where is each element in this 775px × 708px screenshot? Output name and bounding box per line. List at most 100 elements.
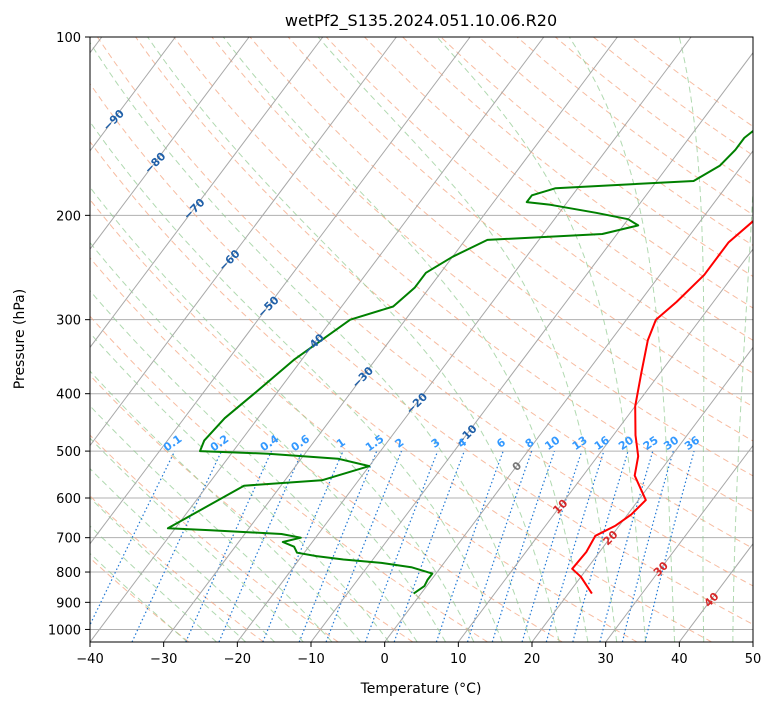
dry-adiabat — [478, 37, 753, 246]
mixing-ratio-line — [393, 450, 465, 642]
isotherm-label: −100 — [59, 57, 91, 89]
mixing-ratio-label: 13 — [570, 434, 590, 453]
isotherm-label: 30 — [651, 559, 671, 579]
mixing-ratio-line — [185, 450, 273, 642]
dry-adiabat — [90, 198, 638, 642]
moist-adiabat — [90, 370, 361, 642]
x-tick-label: 30 — [597, 652, 614, 667]
mixing-ratio-line — [599, 450, 654, 642]
y-axis-title: Pressure (hPa) — [12, 289, 28, 389]
moist-adiabat — [732, 180, 753, 642]
mixing-ratio-line — [545, 450, 605, 642]
isotherm-line — [163, 37, 618, 642]
moist-adiabat — [90, 497, 247, 642]
mixing-ratio-line — [325, 450, 403, 642]
dry-adiabats — [90, 37, 753, 642]
x-tick-label: 40 — [671, 652, 688, 667]
dry-adiabat — [90, 140, 712, 642]
chart-title: wetPf2_S135.2024.051.10.06.R20 — [285, 11, 557, 31]
mixing-ratio-lines — [90, 450, 695, 642]
moist-adiabat — [90, 121, 503, 642]
x-tick-label: −20 — [224, 652, 251, 667]
dry-adiabat — [90, 83, 753, 625]
isotherm-label: −60 — [216, 247, 243, 274]
isotherm-label: 0 — [510, 459, 525, 474]
mixing-ratio-line — [298, 450, 378, 642]
moist-adiabat — [90, 525, 217, 642]
isotherm-line — [90, 37, 250, 250]
isotherm-label: −70 — [181, 196, 208, 223]
isotherm-line — [90, 37, 471, 545]
x-tick-label: 0 — [381, 652, 389, 667]
profile-series — [166, 129, 753, 595]
isotherm-line — [236, 37, 692, 642]
dry-adiabat — [90, 257, 563, 642]
isotherm-line — [90, 37, 324, 349]
isotherm-label: −50 — [255, 293, 282, 320]
x-tick-label: 10 — [450, 652, 467, 667]
isotherm-line — [531, 346, 753, 642]
isotherm-line — [605, 444, 753, 642]
mixing-ratio-line — [262, 450, 344, 642]
dry-adiabat — [173, 37, 753, 513]
y-tick-label: 400 — [56, 388, 81, 403]
pressure-gridlines — [90, 37, 753, 630]
isotherm-line — [752, 641, 753, 642]
isotherms — [90, 37, 753, 642]
moist-adiabat — [317, 37, 618, 642]
isotherm-label: 40 — [702, 590, 722, 610]
isotherm-label: −30 — [349, 364, 376, 391]
mixing-ratio-label: 3 — [429, 436, 443, 451]
dry-adiabat — [90, 374, 414, 642]
x-tick-label: 50 — [745, 652, 762, 667]
isotherm-label: −80 — [142, 150, 169, 177]
x-tick-label: −40 — [76, 652, 103, 667]
moist-adiabat — [90, 186, 475, 642]
y-tick-label: 500 — [56, 445, 81, 460]
isotherm-line — [384, 150, 753, 642]
moist-adiabat — [436, 37, 647, 642]
dry-adiabat — [90, 495, 264, 642]
temperature-profile-line — [571, 219, 753, 595]
mixing-ratio-label: 1 — [334, 436, 348, 451]
moist-adiabat — [90, 241, 446, 642]
dry-adiabat — [364, 37, 753, 341]
mixing-ratio-line — [435, 450, 504, 642]
y-tick-label: 600 — [56, 492, 81, 507]
x-tick-label: 20 — [524, 652, 541, 667]
isotherm-line — [90, 37, 397, 447]
y-tick-label: 200 — [56, 209, 81, 224]
moist-adiabat — [90, 405, 333, 642]
x-axis: −40 −30 −20 −10 0 10 20 30 40 50 — [76, 642, 761, 667]
mixing-ratio-label: 8 — [523, 436, 537, 451]
isotherm-line — [310, 51, 753, 642]
mixing-ratio-line — [90, 450, 176, 627]
moist-adiabat — [222, 37, 589, 642]
dry-adiabat — [554, 37, 753, 186]
moist-adiabats — [90, 37, 753, 642]
dry-adiabat — [249, 37, 753, 442]
mixing-ratio-label: 30 — [661, 433, 681, 453]
y-tick-label: 300 — [56, 314, 81, 329]
mixing-ratio-label: 10 — [542, 433, 562, 453]
moist-adiabat — [568, 37, 676, 642]
moist-adiabat — [90, 289, 418, 642]
dry-adiabat — [402, 37, 753, 309]
isotherm-line — [678, 542, 753, 642]
dry-adiabat — [96, 37, 753, 587]
isotherm-line — [90, 37, 176, 152]
dry-adiabat — [211, 37, 753, 477]
y-axis: 100 200 300 400 500 600 700 800 900 1000 — [48, 31, 90, 638]
y-tick-label: 900 — [56, 596, 81, 611]
mixing-ratio-label: 25 — [641, 434, 661, 453]
mixing-ratio-line — [364, 450, 439, 642]
y-tick-label: 100 — [56, 31, 81, 46]
isotherm-line — [90, 37, 545, 642]
mixing-ratio-line — [491, 450, 555, 642]
mixing-ratio-line — [644, 450, 695, 642]
moist-adiabat — [147, 37, 560, 642]
y-tick-label: 1000 — [48, 623, 81, 638]
x-tick-label: −10 — [297, 652, 324, 667]
